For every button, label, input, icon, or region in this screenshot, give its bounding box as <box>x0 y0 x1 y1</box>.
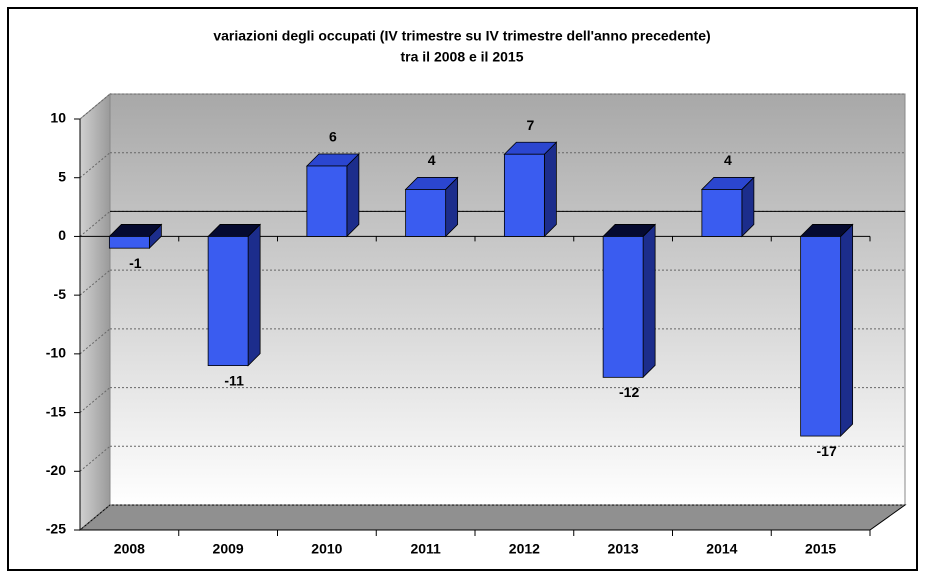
y-tick-label: -5 <box>54 286 67 302</box>
side-wall <box>79 92 111 532</box>
grid-line <box>79 387 111 413</box>
chart-subtitle: tra il 2008 e il 2015 <box>401 49 524 65</box>
x-tick-label: 2008 <box>114 541 145 557</box>
x-tick-label: 2011 <box>410 541 441 557</box>
x-tick-label: 2012 <box>509 541 540 557</box>
bar <box>405 189 447 237</box>
x-tick-label: 2013 <box>608 541 639 557</box>
value-label: 4 <box>724 152 732 168</box>
bar <box>108 236 150 249</box>
y-tick-label: -20 <box>46 462 66 478</box>
grid-line <box>79 93 111 120</box>
y-tick-label: -10 <box>46 345 66 361</box>
x-tick-label: 2014 <box>706 541 737 557</box>
value-label: -12 <box>619 384 639 400</box>
value-label: -1 <box>129 255 142 271</box>
x-tick-label: 2010 <box>311 541 342 557</box>
bar <box>800 236 842 437</box>
floor <box>78 504 907 531</box>
bar-side <box>840 223 854 438</box>
bar-side <box>247 223 261 367</box>
grid-line <box>79 445 111 472</box>
bar <box>701 189 743 237</box>
value-label: -17 <box>817 443 837 459</box>
bar <box>602 236 644 378</box>
y-tick-label: 0 <box>58 227 66 243</box>
x-tick-label: 2015 <box>805 541 836 557</box>
chart-title: variazioni degli occupati (IV trimestre … <box>213 28 710 44</box>
x-tick-label: 2009 <box>213 541 244 557</box>
bar-side <box>642 223 656 379</box>
bar <box>207 236 249 367</box>
grid-line <box>79 152 111 179</box>
grid-line <box>79 211 111 237</box>
bar-side <box>543 141 557 238</box>
bar <box>306 165 348 237</box>
value-label: 7 <box>526 117 534 133</box>
y-tick-label: -15 <box>46 403 66 419</box>
bar-side <box>346 153 360 238</box>
y-tick-label: 5 <box>58 168 66 184</box>
grid-line <box>79 328 111 355</box>
value-label: -11 <box>224 372 244 388</box>
value-label: 4 <box>428 152 436 168</box>
y-tick-label: -25 <box>46 521 66 537</box>
grid-line <box>79 269 111 296</box>
bar <box>503 153 545 237</box>
value-label: 6 <box>329 129 337 145</box>
grid-line <box>79 504 111 531</box>
y-tick-label: 10 <box>50 110 66 126</box>
